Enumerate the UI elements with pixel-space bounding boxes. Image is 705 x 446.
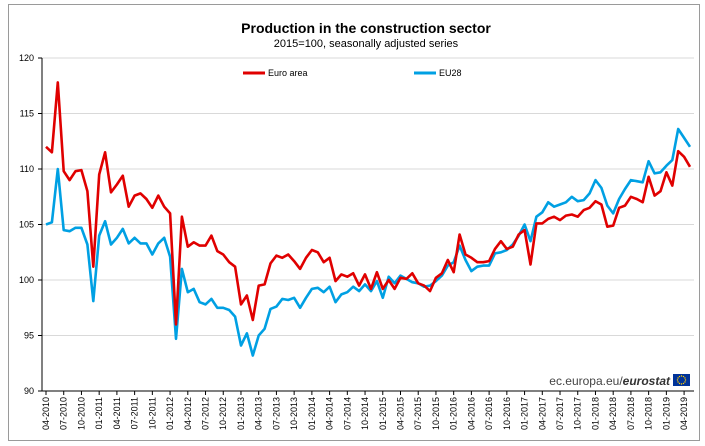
x-tick-label: 07-2017 xyxy=(555,397,565,430)
x-tick-label: 04-2013 xyxy=(254,397,264,430)
x-tick-label: 10-2013 xyxy=(289,397,299,430)
y-tick-label: 105 xyxy=(19,220,34,230)
x-tick-label: 01-2011 xyxy=(94,397,104,429)
flag-star xyxy=(684,377,686,379)
series-lines xyxy=(45,81,692,357)
chart-frame xyxy=(8,4,700,441)
source-brand: eurostat xyxy=(623,374,671,388)
eu-flag-icon xyxy=(673,374,690,386)
x-tick-label: 10-2010 xyxy=(76,397,86,430)
legend-label-eu28: EU28 xyxy=(439,68,462,78)
x-tick-label: 01-2013 xyxy=(236,397,246,430)
y-tick-label: 90 xyxy=(24,386,34,396)
y-tick-label: 120 xyxy=(19,53,34,63)
x-tick-label: 01-2015 xyxy=(378,397,388,430)
x-tick-label: 01-2019 xyxy=(661,397,671,430)
x-tick-label: 04-2017 xyxy=(537,397,547,430)
y-tick-label: 95 xyxy=(24,331,34,341)
x-tick-label: 07-2013 xyxy=(271,397,281,430)
x-tick-label: 04-2010 xyxy=(41,397,51,430)
x-tick-label: 01-2018 xyxy=(590,397,600,430)
flag-star xyxy=(677,377,679,379)
flag-star xyxy=(678,375,681,378)
x-tick-label: 01-2017 xyxy=(520,397,530,430)
x-tick-label: 10-2017 xyxy=(573,397,583,430)
series-line-euro-area xyxy=(45,81,692,326)
source-url: ec.europa.eu/ xyxy=(549,374,623,388)
x-tick-label: 07-2018 xyxy=(626,397,636,430)
x-tick-label: 04-2012 xyxy=(183,397,193,430)
x-tick-label: 04-2014 xyxy=(325,397,335,430)
flag-star xyxy=(682,382,685,385)
x-tick-label: 10-2016 xyxy=(502,397,512,430)
x-tick-label: 07-2011 xyxy=(130,397,140,429)
x-tick-label: 01-2012 xyxy=(165,397,175,430)
svg-text:ec.europa.eu/eurostat: ec.europa.eu/eurostat xyxy=(549,374,671,388)
x-tick-label: 10-2012 xyxy=(218,397,228,430)
flag-star xyxy=(676,379,679,381)
chart-subtitle: 2015=100, seasonally adjusted series xyxy=(274,38,459,50)
x-tick-label: 07-2015 xyxy=(413,397,423,430)
axes xyxy=(38,57,694,395)
x-tick-label: 01-2016 xyxy=(449,397,459,430)
legend-label-euro-area: Euro area xyxy=(268,68,308,78)
x-tick-label: 04-2015 xyxy=(395,397,405,430)
x-tick-labels: 04-2010 07-2010 10-2010 01-2011 04-2011 07-20… xyxy=(41,397,689,430)
y-tick-labels: 90 95 100 105 110 115 120 xyxy=(19,53,34,396)
flag-star xyxy=(682,375,685,378)
series-line-eu28 xyxy=(45,127,692,357)
x-tick-label: 10-2015 xyxy=(431,397,441,430)
x-tick-label: 10-2014 xyxy=(360,397,370,430)
x-tick-label: 01-2014 xyxy=(307,397,317,430)
source-credit: ec.europa.eu/eurostat xyxy=(549,374,690,388)
flag-star xyxy=(678,382,681,385)
flag-star xyxy=(684,379,687,381)
x-tick-label: 07-2010 xyxy=(59,397,69,430)
flag-star xyxy=(680,383,683,385)
x-tick-label: 10-2018 xyxy=(644,397,654,430)
legend: Euro area EU28 xyxy=(243,68,462,78)
x-tick-label: 04-2011 xyxy=(112,397,122,429)
chart-title: Production in the construction sector xyxy=(241,20,491,36)
flag-star xyxy=(677,381,679,383)
flag-star xyxy=(680,375,683,377)
x-tick-label: 04-2019 xyxy=(679,397,689,430)
y-gridlines xyxy=(42,57,694,336)
x-tick-label: 07-2016 xyxy=(484,397,494,430)
x-tick-label: 10-2011 xyxy=(147,397,157,429)
x-tick-label: 07-2014 xyxy=(342,397,352,430)
x-tick-label: 04-2016 xyxy=(466,397,476,430)
y-tick-label: 110 xyxy=(20,164,34,174)
flag-star xyxy=(684,381,686,383)
y-tick-label: 115 xyxy=(20,109,34,119)
x-tick-label: 07-2012 xyxy=(201,397,211,430)
y-tick-label: 100 xyxy=(19,275,34,285)
x-tick-label: 04-2018 xyxy=(608,397,618,430)
